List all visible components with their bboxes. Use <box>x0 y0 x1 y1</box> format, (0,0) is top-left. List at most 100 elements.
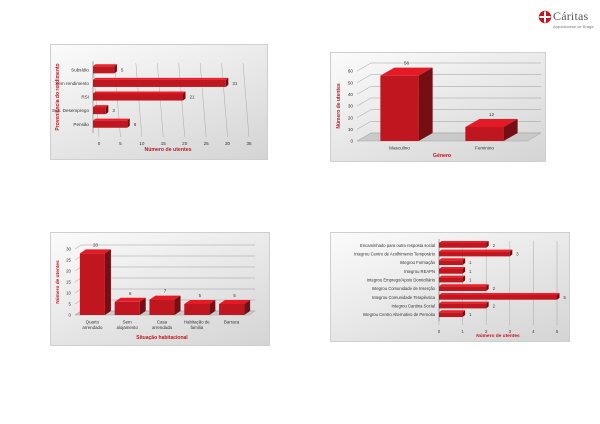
x-tick-label: 30 <box>225 141 231 146</box>
bar-top <box>439 240 489 243</box>
y-tick-label: 5 <box>69 302 72 307</box>
category-label: Integrou Centro de Acolhimento Temporári… <box>354 251 436 256</box>
x-axis-title: Número de utentes <box>145 147 192 153</box>
bar-side <box>462 266 466 274</box>
bar-side <box>183 91 186 101</box>
bar <box>219 304 245 315</box>
grid-line <box>242 62 250 138</box>
bar-value-label: 2 <box>493 303 496 308</box>
x-axis-title: Género <box>433 153 451 159</box>
y-tick-label: 10 <box>348 127 354 132</box>
y-axis-title: Proveniência do rendimento <box>55 63 61 130</box>
y-tick-label: 20 <box>348 115 354 120</box>
bar-side <box>509 249 513 257</box>
bar <box>439 294 557 300</box>
bar-top <box>93 77 229 80</box>
bar-side <box>486 240 489 248</box>
bar-top <box>79 249 111 254</box>
bar <box>439 268 463 274</box>
bar-value-label: 5 <box>199 293 202 298</box>
grid-line <box>356 74 372 83</box>
grid-line <box>199 62 207 138</box>
y-tick-label: 0 <box>69 313 72 318</box>
bar-value-label: 1 <box>469 260 472 265</box>
category-label: Quarto arrendado <box>82 319 103 329</box>
category-label: Masculino <box>389 146 410 151</box>
category-label: Subsídio <box>71 67 89 72</box>
category-label-line: Quarto <box>86 319 100 324</box>
x-tick-label: 0 <box>438 329 441 334</box>
bar <box>93 107 106 115</box>
category-label: Sub. Desemprego <box>52 108 89 113</box>
bar-side <box>462 275 466 283</box>
x-tick-label: 25 <box>204 141 210 146</box>
chart-income: 0 5 10 15 20 25 30 35 Subsídio 5 Sem rendimento 31 R… <box>52 61 252 153</box>
category-label-line: alojamento <box>116 325 138 330</box>
y-axis-title: Número de utentes <box>55 260 61 304</box>
bar <box>439 303 487 309</box>
bar-side <box>486 284 489 292</box>
caritas-logo: Cáritas Arquidiocese de Braga <box>538 8 596 34</box>
category-label-line: Sem <box>123 319 132 324</box>
bar-value-label: 2 <box>493 243 496 248</box>
bar-side <box>209 300 216 315</box>
grid-line <box>356 109 372 118</box>
bar-top <box>439 275 466 278</box>
chart-housing: 0 5 10 15 20 25 30 28 Quarto arrendado 6 Sem alojame… <box>55 242 256 341</box>
bar-side <box>139 297 146 315</box>
bar <box>439 242 487 248</box>
bar-top <box>93 64 117 67</box>
chart-panel-outcomes: 0 1 2 3 4 5 Encaminhado para outra resposta so… <box>330 232 570 342</box>
category-label: Integrou Formação <box>400 260 436 265</box>
x-axis-title: Situação habitacional <box>136 335 188 341</box>
bar-value-label: 8 <box>134 122 137 127</box>
y-tick-label: 10 <box>66 291 71 296</box>
bar <box>93 93 183 101</box>
bar-top <box>219 300 251 304</box>
logo-tagline: Arquidiocese de Braga <box>553 24 594 29</box>
bar-top <box>439 266 466 269</box>
bar-top <box>439 284 489 287</box>
bar <box>380 75 419 141</box>
y-tick-label: 30 <box>66 247 71 252</box>
category-label: Integrou REAPN <box>404 269 435 274</box>
bar-value-label: 1 <box>469 312 472 317</box>
bar-value-label: 7 <box>164 289 167 294</box>
bar-value-label: 1 <box>469 277 472 282</box>
x-tick-label: 10 <box>139 141 145 146</box>
bar-value-label: 3 <box>112 108 115 113</box>
bar <box>439 260 463 266</box>
bar <box>114 301 140 315</box>
bar-side <box>486 301 489 309</box>
bar <box>439 312 463 318</box>
category-label: Integrou Comunidade Terapêutica <box>372 295 436 300</box>
bar-side <box>462 310 466 318</box>
bar-top <box>93 118 130 121</box>
caritas-cross-icon <box>538 10 552 24</box>
bar <box>93 66 115 74</box>
bar-value-label: 28 <box>93 242 98 247</box>
chart-panel-housing: 0 5 10 15 20 25 30 28 Quarto arrendado 6 Sem alojame… <box>50 232 270 346</box>
bar <box>93 79 226 87</box>
bar-top <box>184 300 216 304</box>
bar <box>439 251 510 257</box>
category-label: Pensão <box>73 122 89 127</box>
chart-panel-gender: 0 10 20 30 40 50 60 56 Masculino 12 Feminino Género… <box>330 52 546 162</box>
category-label: Feminino <box>475 146 494 151</box>
bar-top <box>93 91 186 94</box>
y-tick-label: 60 <box>348 69 354 74</box>
category-label: Integrou Cantina Social <box>391 303 435 308</box>
x-tick-label: 5 <box>119 141 122 146</box>
bar-side <box>244 300 251 315</box>
category-label-line: familia <box>190 325 203 330</box>
category-label: Integrou Comunidade de Inserção <box>372 286 436 291</box>
bar-side <box>557 292 560 300</box>
chart-gender: 0 10 20 30 40 50 60 56 Masculino 12 Feminino Género… <box>336 61 542 159</box>
category-label: Encaminhado para outra resposta social <box>360 243 435 248</box>
bar-value-label: 5 <box>121 67 124 72</box>
bar-top <box>439 292 560 295</box>
y-tick-label: 50 <box>348 80 354 85</box>
y-tick-label: 25 <box>66 258 71 263</box>
bar-side <box>127 118 130 128</box>
category-label: Sem rendimento <box>55 81 89 86</box>
